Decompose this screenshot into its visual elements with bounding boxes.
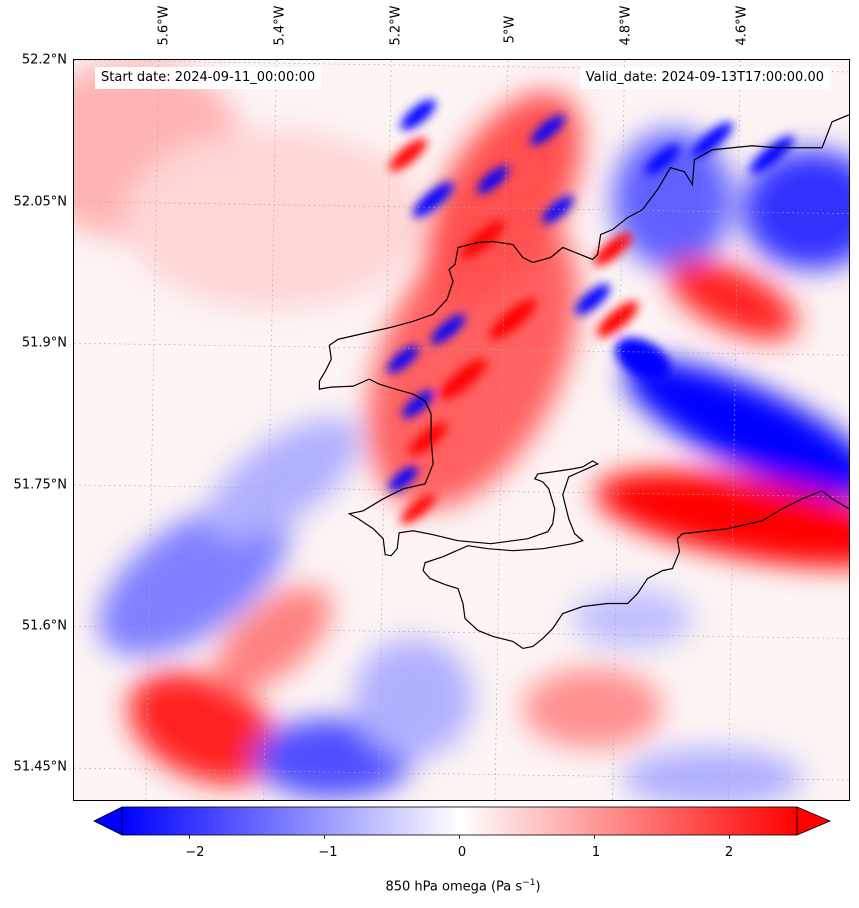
lon-tick-label: 5°W [502, 15, 518, 44]
colorbar-title-exponent: −1 [522, 878, 536, 888]
lon-tick-label: 5.2°W [388, 5, 404, 46]
colorbar-body [121, 806, 798, 836]
colorbar-tick-label: 0 [457, 845, 467, 860]
lat-tick-label: 51.75°N [13, 477, 67, 493]
colorbar-title-end: ) [535, 879, 541, 895]
lat-tick-label: 52.05°N [13, 194, 67, 210]
colorbar-title-main: 850 hPa omega (Pa s [385, 879, 523, 895]
map-panel [73, 59, 850, 801]
lon-tick-label: 5.6°W [156, 5, 172, 46]
colorbar-tick-label: 2 [724, 845, 734, 860]
colorbar-tick-label: 1 [591, 845, 601, 860]
colorbar-tick-label: −2 [185, 845, 205, 860]
coastline [318, 114, 849, 650]
lat-tick-label: 52.2°N [21, 52, 67, 68]
colorbar [93, 806, 832, 839]
valid-date-label: Valid_date: 2024-09-13T17:00:00.00 [579, 67, 830, 89]
omega-field [74, 60, 849, 800]
lat-tick-label: 51.45°N [13, 759, 67, 775]
start-date-label: Start date: 2024-09-11_00:00:00 [95, 67, 322, 89]
colorbar-title: 850 hPa omega (Pa s−1) [0, 878, 859, 894]
colorbar-tick-label: −1 [318, 845, 338, 860]
colorbar-min-extension [93, 806, 123, 836]
lon-tick-label: 4.6°W [734, 5, 750, 46]
lat-tick-label: 51.6°N [21, 618, 67, 634]
colorbar-max-extension [796, 806, 832, 836]
lon-tick-label: 5.4°W [272, 5, 288, 46]
lon-tick-label: 4.8°W [618, 5, 634, 46]
colorbar-tick-marks [189, 835, 730, 839]
gridlines [74, 60, 849, 800]
broad-field [74, 60, 849, 800]
lat-tick-label: 51.9°N [21, 335, 67, 351]
fine-cells [387, 99, 795, 524]
